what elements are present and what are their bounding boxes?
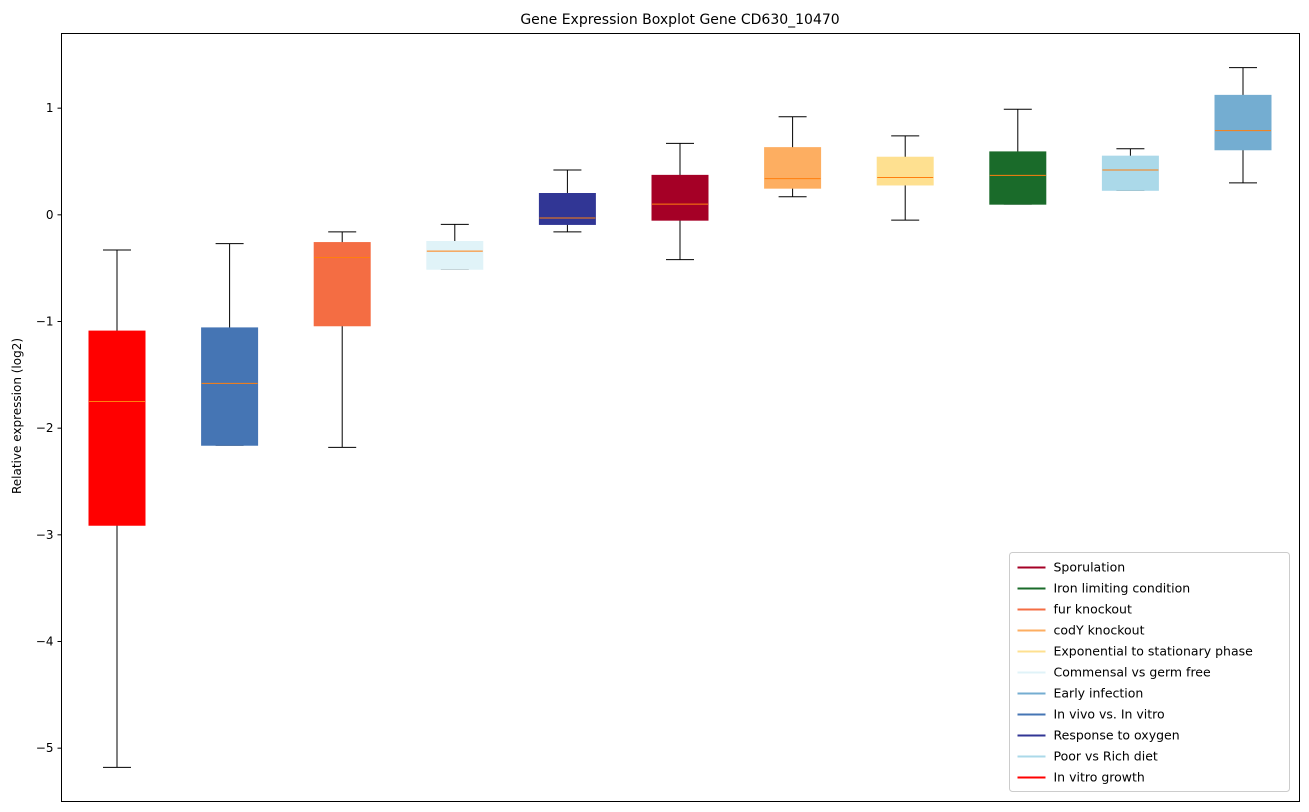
y-tick-label: −4 (36, 635, 54, 649)
box (651, 174, 709, 221)
box (538, 193, 596, 225)
box (1101, 155, 1159, 191)
chart-title: Gene Expression Boxplot Gene CD630_10470 (520, 12, 839, 28)
box (426, 241, 484, 270)
y-tick-label: −2 (36, 421, 54, 435)
box (1214, 94, 1272, 151)
boxes-layer (88, 67, 1272, 768)
box-group-response-to-oxygen (538, 169, 596, 233)
box-group-in-vitro-growth (88, 249, 146, 768)
box (88, 330, 146, 526)
legend-label: codY knockout (1054, 623, 1145, 638)
legend-label: fur knockout (1054, 602, 1132, 617)
legend-label: Response to oxygen (1054, 728, 1180, 743)
box-group-cody-knockout (764, 116, 822, 198)
box (201, 327, 259, 446)
box-group-commensal-vs-germ-free (426, 223, 484, 270)
box-group-fur-knockout (313, 231, 371, 448)
y-tick-label: 0 (46, 208, 54, 222)
legend-label: Poor vs Rich diet (1054, 749, 1158, 764)
box-group-sporulation (651, 142, 709, 261)
box (876, 156, 934, 186)
y-tick-label: −1 (36, 315, 54, 329)
y-tick-label: −5 (36, 741, 54, 755)
y-tick-label: −3 (36, 528, 54, 542)
y-tick-label: 1 (46, 101, 54, 115)
legend-label: Commensal vs germ free (1054, 665, 1211, 680)
legend-label: In vitro growth (1054, 770, 1145, 785)
box (764, 147, 822, 189)
y-axis: 1 0 −1 −2 −3 −4 −5 (36, 101, 62, 755)
box-group-in-vivo-vs-in-vitro (201, 243, 259, 446)
legend-box (1009, 552, 1290, 792)
y-axis-label: Relative expression (log2) (10, 338, 24, 494)
box-group-exponential-to-stationary-phase (876, 135, 934, 221)
legend-label: Exponential to stationary phase (1054, 644, 1254, 659)
box (989, 151, 1047, 205)
legend-label: In vivo vs. In vitro (1054, 707, 1165, 722)
box-group-early-infection (1214, 67, 1272, 184)
box-group-iron-limiting-condition (989, 108, 1047, 205)
legend-label: Iron limiting condition (1054, 581, 1191, 596)
box-group-poor-vs-rich-diet (1101, 148, 1159, 191)
legend-label: Early infection (1054, 686, 1144, 701)
box (313, 242, 371, 327)
plot-frame (61, 33, 1300, 802)
legend: Sporulation Iron limiting condition fur kn… (1009, 552, 1290, 792)
legend-label: Sporulation (1054, 560, 1126, 575)
